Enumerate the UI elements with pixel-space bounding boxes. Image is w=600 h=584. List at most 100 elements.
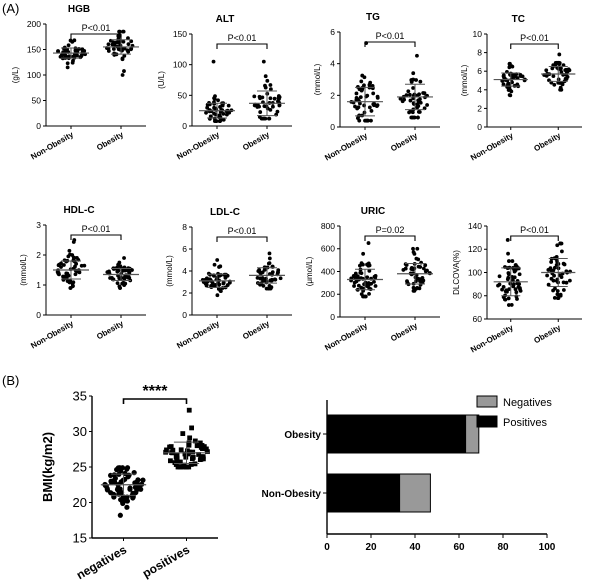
data-point bbox=[265, 78, 270, 83]
y-axis-label: BMI(kg/m2) bbox=[40, 432, 55, 502]
x-tick-label: Non-Obesity bbox=[175, 319, 221, 351]
data-point bbox=[268, 96, 273, 101]
data-point bbox=[510, 64, 515, 69]
data-point bbox=[258, 271, 263, 276]
data-point bbox=[197, 440, 203, 446]
data-point bbox=[359, 292, 364, 297]
data-point bbox=[205, 276, 209, 281]
y-tick-label: 200 bbox=[27, 19, 41, 29]
data-point bbox=[268, 87, 273, 92]
y-tick-label: 3 bbox=[36, 220, 41, 230]
data-point bbox=[505, 238, 510, 242]
data-point bbox=[513, 263, 518, 268]
bar-segment-negatives bbox=[399, 473, 431, 513]
y-tick-label: 4 bbox=[330, 59, 335, 69]
y-tick-label: 150 bbox=[27, 44, 41, 54]
data-point bbox=[137, 485, 143, 491]
data-point bbox=[371, 91, 376, 96]
chart-uric: 0 200 400 600 800 URIC (μmol/L) Non-Obesity Obes… bbox=[305, 206, 440, 353]
data-point bbox=[412, 251, 417, 256]
data-point bbox=[117, 276, 122, 281]
data-point bbox=[71, 255, 76, 260]
data-point bbox=[111, 472, 117, 478]
data-point bbox=[403, 266, 408, 271]
data-point bbox=[129, 47, 133, 52]
data-point bbox=[270, 264, 275, 269]
significance-label: P<0.01 bbox=[520, 33, 549, 43]
data-point bbox=[200, 456, 206, 462]
chart-hgb: 0 50 100 150 200 HGB (g/L) Non-Obesity Obesity P<… bbox=[11, 4, 146, 162]
data-point bbox=[359, 79, 364, 84]
chart-alt: 0 50 100 150 ALT (U/L) Non-Obesity Obesity P<0.0… bbox=[157, 14, 292, 162]
data-point bbox=[360, 73, 365, 78]
data-point bbox=[367, 268, 372, 273]
data-point bbox=[190, 455, 196, 460]
data-point bbox=[506, 271, 511, 275]
data-point bbox=[415, 246, 420, 251]
data-point bbox=[269, 277, 274, 282]
data-point bbox=[559, 241, 564, 246]
data-point bbox=[515, 281, 520, 286]
data-point bbox=[514, 290, 519, 295]
data-point bbox=[272, 277, 277, 282]
data-point bbox=[267, 251, 272, 256]
y-tick-label: 600 bbox=[321, 244, 335, 254]
data-point bbox=[215, 258, 220, 262]
data-point bbox=[204, 283, 209, 288]
data-point bbox=[263, 83, 267, 88]
data-point bbox=[56, 49, 60, 53]
x-tick-label: 0 bbox=[324, 542, 330, 553]
data-point bbox=[364, 118, 368, 123]
data-point bbox=[507, 259, 511, 263]
data-point bbox=[73, 272, 78, 277]
data-point bbox=[418, 277, 422, 282]
data-point bbox=[267, 116, 272, 121]
data-point bbox=[520, 74, 525, 79]
data-point bbox=[104, 487, 111, 493]
data-point bbox=[270, 272, 274, 277]
data-point bbox=[261, 59, 266, 64]
data-point bbox=[115, 281, 120, 286]
data-point bbox=[362, 83, 366, 88]
data-point bbox=[117, 465, 123, 471]
data-point bbox=[208, 114, 213, 119]
data-point bbox=[414, 78, 418, 82]
significance-label: **** bbox=[143, 383, 169, 400]
y-tick-label: 120 bbox=[468, 244, 482, 254]
data-point bbox=[358, 263, 362, 268]
data-point bbox=[65, 65, 70, 70]
data-point bbox=[567, 278, 572, 283]
data-point bbox=[407, 110, 411, 115]
data-point bbox=[354, 95, 359, 100]
data-point bbox=[221, 117, 226, 122]
data-point bbox=[417, 110, 422, 114]
data-point bbox=[172, 460, 178, 465]
y-axis-label: DLCOVA(%) bbox=[452, 250, 461, 295]
y-tick-label: 0 bbox=[182, 121, 187, 131]
data-point bbox=[271, 104, 275, 109]
x-tick-label: Non-Obesity bbox=[323, 131, 369, 163]
significance-bracket bbox=[364, 235, 416, 241]
data-point bbox=[277, 103, 282, 108]
y-tick-label: 150 bbox=[173, 29, 187, 39]
data-point bbox=[557, 52, 562, 57]
data-point bbox=[418, 79, 423, 84]
significance-label: P=0.02 bbox=[376, 225, 405, 235]
data-point bbox=[130, 268, 134, 272]
data-point bbox=[120, 281, 125, 286]
significance-bracket bbox=[216, 236, 268, 242]
data-point bbox=[120, 57, 125, 62]
data-point bbox=[126, 36, 130, 41]
data-point bbox=[359, 271, 364, 276]
y-tick-label: 0 bbox=[36, 310, 41, 320]
y-tick-label: 35 bbox=[73, 389, 87, 404]
x-tick-label: 20 bbox=[365, 542, 377, 553]
data-point bbox=[116, 33, 121, 38]
data-point bbox=[121, 39, 126, 44]
data-point bbox=[555, 292, 560, 297]
data-point bbox=[70, 60, 75, 65]
data-point bbox=[82, 263, 87, 268]
data-point bbox=[363, 294, 368, 299]
significance-bracket bbox=[70, 234, 122, 240]
data-point bbox=[258, 110, 263, 114]
